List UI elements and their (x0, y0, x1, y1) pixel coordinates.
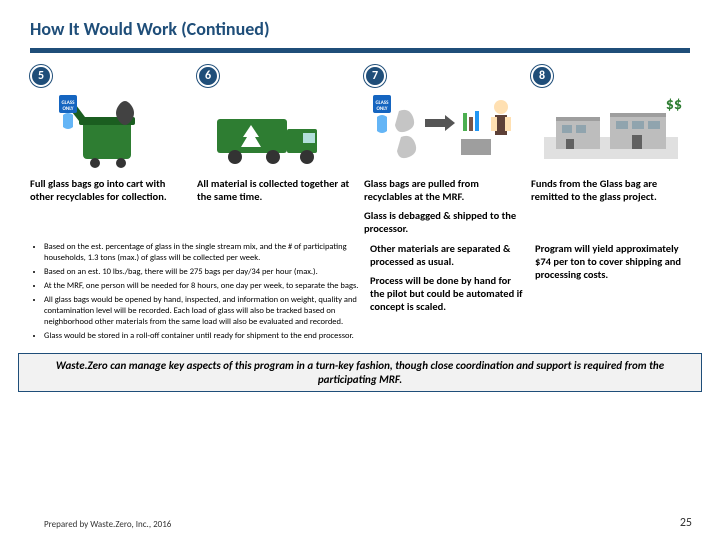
illus-5: GLASS ONLY (30, 91, 189, 169)
side-2-line-1: Program will yield approximately $74 per… (535, 242, 690, 281)
caption-5-line-1: Full glass bags go into cart with other … (30, 177, 189, 203)
caption-8-line-1: Funds from the Glass bag are remitted to… (531, 177, 690, 203)
side-col-1: Other materials are separated & processe… (370, 242, 525, 345)
page-number: 25 (680, 516, 692, 530)
step-7: 7 GLASS ONLY (364, 65, 523, 169)
illus-6 (197, 91, 356, 169)
step-badge-7: 7 (364, 65, 386, 87)
caption-6: All material is collected together at th… (197, 177, 356, 236)
step-badge-6: 6 (197, 65, 219, 87)
dollar-icon: $$ (666, 95, 682, 114)
step-badge-5: 5 (30, 65, 52, 87)
bullet-5: Glass would be stored in a roll-off cont… (44, 331, 360, 342)
svg-text:ONLY: ONLY (376, 106, 387, 112)
svg-text:ONLY: ONLY (62, 106, 73, 112)
footer-text: Prepared by Waste.Zero, Inc., 2016 (44, 519, 171, 530)
divider (30, 48, 690, 53)
bullet-4: All glass bags would be opened by hand, … (44, 295, 360, 328)
bottom-row: Based on the est. percentage of glass in… (30, 242, 690, 345)
step-5: 5 GLASS ONLY (30, 65, 189, 169)
step-badge-8: 8 (531, 65, 553, 87)
side-1-line-1: Other materials are separated & processe… (370, 242, 525, 268)
caption-6-line-1: All material is collected together at th… (197, 177, 356, 203)
side-col-2: Program will yield approximately $74 per… (535, 242, 690, 345)
caption-8: Funds from the Glass bag are remitted to… (531, 177, 690, 236)
bullet-1: Based on the est. percentage of glass in… (44, 242, 360, 264)
step-8: 8 $$ (531, 65, 690, 169)
steps-row: 5 GLASS ONLY 6 (30, 65, 690, 169)
bullets-col: Based on the est. percentage of glass in… (30, 242, 360, 345)
side-1-line-2: Process will be done by hand for the pil… (370, 274, 525, 313)
page-title: How It Would Work (Continued) (30, 18, 690, 40)
bullet-3: At the MRF, one person will be needed fo… (44, 281, 360, 292)
captions-row: Full glass bags go into cart with other … (30, 177, 690, 236)
caption-5: Full glass bags go into cart with other … (30, 177, 189, 236)
caption-7-line-2: Glass is debagged & shipped to the proce… (364, 209, 523, 235)
caption-7-line-1: Glass bags are pulled from recyclables a… (364, 177, 523, 203)
step-6: 6 (197, 65, 356, 169)
illus-8: $$ (531, 91, 690, 169)
callout-box: Waste.Zero can manage key aspects of thi… (18, 353, 702, 393)
caption-7: Glass bags are pulled from recyclables a… (364, 177, 523, 236)
illus-7: GLASS ONLY (364, 91, 523, 169)
bullet-2: Based on an est. 10 lbs./bag, there will… (44, 267, 360, 278)
